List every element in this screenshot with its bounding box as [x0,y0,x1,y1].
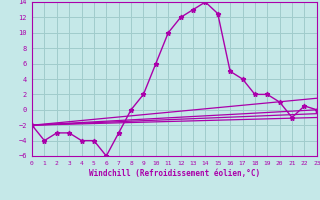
X-axis label: Windchill (Refroidissement éolien,°C): Windchill (Refroidissement éolien,°C) [89,169,260,178]
